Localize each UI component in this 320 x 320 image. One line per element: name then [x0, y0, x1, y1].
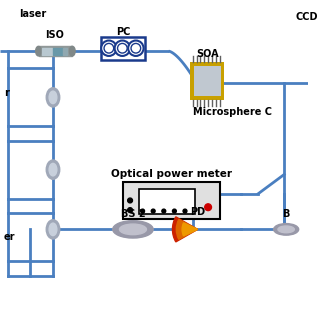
Bar [139, 189, 195, 214]
Circle shape [172, 209, 176, 213]
Text: er: er [4, 232, 15, 242]
Ellipse shape [46, 160, 60, 179]
Text: r: r [4, 88, 9, 98]
Bar [190, 62, 225, 100]
Bar [38, 46, 72, 56]
Bar [101, 37, 146, 60]
Circle shape [141, 209, 145, 213]
Circle shape [131, 44, 141, 53]
Circle shape [128, 41, 144, 56]
Text: PC: PC [116, 27, 131, 37]
Ellipse shape [113, 221, 153, 238]
Ellipse shape [274, 224, 299, 235]
Wedge shape [172, 217, 197, 242]
Ellipse shape [278, 226, 294, 233]
Text: B: B [283, 209, 290, 219]
Text: BS 2: BS 2 [121, 209, 145, 219]
Bar [53, 48, 63, 54]
Ellipse shape [46, 88, 60, 107]
Circle shape [117, 44, 127, 53]
Bar [63, 48, 68, 54]
Circle shape [162, 209, 166, 213]
Bar [42, 48, 52, 54]
Bar [123, 182, 220, 219]
Text: SOA: SOA [196, 49, 219, 59]
Ellipse shape [49, 91, 57, 104]
Bar [194, 66, 220, 96]
Circle shape [115, 41, 130, 56]
Ellipse shape [69, 46, 75, 56]
Text: ISO: ISO [45, 30, 64, 40]
Circle shape [128, 208, 132, 212]
Circle shape [104, 44, 114, 53]
Text: Optical power meter: Optical power meter [111, 170, 232, 180]
Wedge shape [182, 223, 197, 236]
Ellipse shape [49, 164, 57, 176]
Ellipse shape [49, 223, 57, 236]
Circle shape [205, 204, 212, 211]
Text: Microsphere C: Microsphere C [193, 107, 272, 117]
Circle shape [183, 209, 187, 213]
Circle shape [101, 41, 116, 56]
Text: laser: laser [19, 9, 46, 19]
Circle shape [128, 198, 132, 203]
Text: CCD: CCD [296, 12, 318, 22]
Text: PD: PD [190, 207, 205, 217]
Ellipse shape [119, 224, 147, 235]
Circle shape [151, 209, 155, 213]
Ellipse shape [46, 220, 60, 239]
Ellipse shape [36, 46, 41, 56]
Wedge shape [176, 220, 197, 239]
